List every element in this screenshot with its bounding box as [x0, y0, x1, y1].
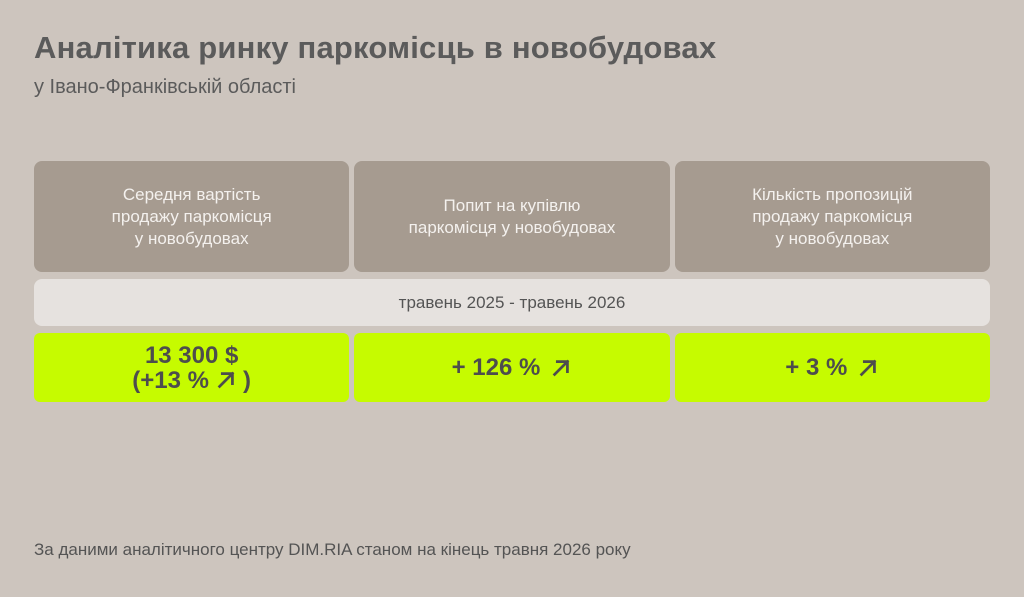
price-main: 13 300 $ — [144, 341, 239, 369]
demand-value: + 126 % — [451, 354, 541, 381]
supply-value: + 3 % — [785, 354, 848, 381]
page-title: Аналітика ринку паркомісць в новобудовах — [34, 30, 717, 65]
arrow-up-right-icon — [217, 371, 235, 389]
column-header-demand: Попит на купівлю паркомісця у новобудова… — [354, 161, 670, 272]
source-footnote: За даними аналітичного центру DIM.RIA ст… — [34, 540, 631, 559]
arrow-up-right-icon — [552, 359, 570, 376]
arrow-up-right-icon — [859, 359, 877, 376]
value-price: 13 300 $ (+13 % ) — [34, 333, 350, 402]
price-close: ) — [243, 366, 252, 394]
price-change: (+13 % — [132, 366, 210, 394]
header-row: Середня вартість продажу паркомісця у но… — [34, 161, 990, 272]
value-demand: + 126 % — [354, 333, 670, 402]
analytics-table: Середня вартість продажу паркомісця у но… — [34, 161, 990, 402]
value-supply: + 3 % — [674, 333, 990, 402]
period-label: травень 2025 - травень 2026 — [34, 279, 990, 326]
column-header-supply: Кількість пропозицій продажу паркомісця … — [674, 161, 990, 272]
page-subtitle: у Івано-Франківській області — [34, 76, 296, 98]
column-header-price: Середня вартість продажу паркомісця у но… — [34, 161, 350, 272]
values-row: 13 300 $ (+13 % ) + 126 % + 3 % — [34, 333, 990, 402]
